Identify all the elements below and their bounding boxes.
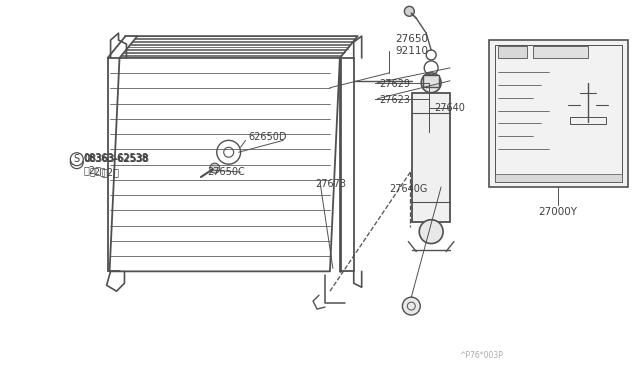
Bar	[570, 116, 606, 125]
Text: 《2》: 《2》	[90, 168, 106, 177]
Bar	[489, 40, 628, 187]
Circle shape	[421, 73, 441, 93]
Bar	[412, 93, 450, 222]
Circle shape	[403, 297, 420, 315]
Text: 27673: 27673	[315, 179, 346, 189]
Circle shape	[404, 6, 414, 16]
Bar	[495, 174, 621, 182]
Text: 27640: 27640	[434, 103, 465, 113]
Text: S: S	[74, 154, 80, 164]
Text: 62650D: 62650D	[248, 132, 287, 142]
Circle shape	[419, 220, 443, 244]
Text: 08363-62538
　2、: 08363-62538 2、	[84, 153, 148, 175]
Text: 08363-62538: 08363-62538	[84, 154, 148, 164]
Text: ^P76*003P: ^P76*003P	[459, 351, 503, 360]
Text: 27650C: 27650C	[207, 167, 244, 177]
Text: 08363-62538: 08363-62538	[84, 154, 150, 164]
Text: 27640G: 27640G	[390, 184, 428, 194]
Text: 27629: 27629	[380, 79, 410, 89]
Text: S: S	[74, 157, 80, 167]
Bar	[495, 45, 621, 182]
Bar	[533, 46, 588, 58]
Bar	[498, 46, 527, 58]
Text: 27000Y: 27000Y	[539, 207, 578, 217]
Circle shape	[210, 163, 220, 173]
Text: 2、: 2、	[102, 167, 120, 177]
Text: 27650
92110: 27650 92110	[396, 34, 428, 56]
Text: 27623: 27623	[380, 94, 410, 105]
Bar	[423, 75, 439, 87]
